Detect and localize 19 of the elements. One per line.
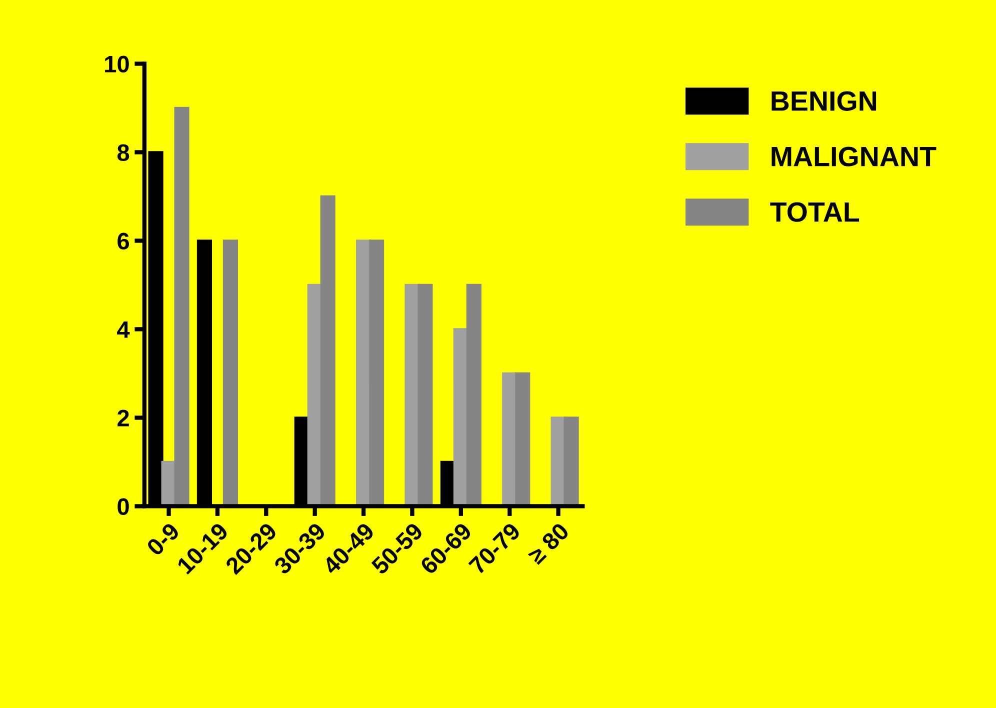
y-tick-label: 4 bbox=[117, 322, 130, 338]
x-tick-label: 0-9 bbox=[146, 522, 180, 557]
y-tick-label: 8 bbox=[117, 144, 130, 162]
bar bbox=[222, 240, 238, 506]
bar bbox=[320, 195, 336, 506]
bar bbox=[368, 240, 384, 506]
y-tick-label: 6 bbox=[118, 232, 129, 250]
y-tick-label: 2 bbox=[118, 410, 129, 426]
y-tick-label: 0 bbox=[118, 498, 129, 516]
legend-label: MALIGNANT bbox=[772, 146, 936, 166]
bar bbox=[174, 106, 190, 506]
bar bbox=[564, 416, 579, 506]
legend-label: BENIGN bbox=[772, 91, 876, 111]
x-tick-label: ≥ 80 bbox=[526, 522, 570, 566]
legend-label: TOTAL bbox=[770, 202, 860, 222]
y-tick-label: 10 bbox=[105, 56, 129, 73]
bar bbox=[418, 284, 433, 506]
bar bbox=[466, 284, 482, 506]
bar bbox=[515, 372, 530, 506]
